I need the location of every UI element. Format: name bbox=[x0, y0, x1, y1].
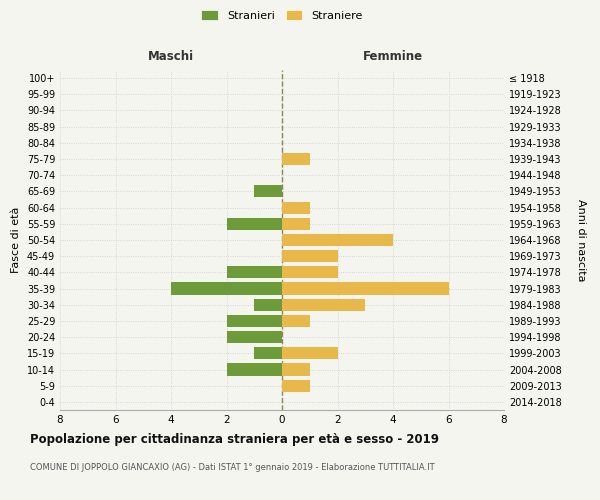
Bar bbox=[254, 348, 282, 360]
Bar bbox=[282, 250, 337, 262]
Bar bbox=[227, 266, 282, 278]
Bar bbox=[282, 202, 310, 213]
Bar bbox=[254, 298, 282, 311]
Bar bbox=[282, 298, 365, 311]
Bar bbox=[171, 282, 282, 294]
Bar bbox=[227, 331, 282, 343]
Bar bbox=[282, 153, 310, 165]
Bar bbox=[282, 315, 310, 327]
Bar bbox=[282, 218, 310, 230]
Bar bbox=[282, 380, 310, 392]
Bar bbox=[282, 348, 337, 360]
Bar bbox=[282, 364, 310, 376]
Bar bbox=[227, 364, 282, 376]
Bar bbox=[254, 186, 282, 198]
Bar bbox=[227, 315, 282, 327]
Text: Popolazione per cittadinanza straniera per età e sesso - 2019: Popolazione per cittadinanza straniera p… bbox=[30, 432, 439, 446]
Bar bbox=[282, 266, 337, 278]
Text: Maschi: Maschi bbox=[148, 50, 194, 62]
Legend: Stranieri, Straniere: Stranieri, Straniere bbox=[197, 6, 367, 25]
Bar bbox=[227, 218, 282, 230]
Y-axis label: Anni di nascita: Anni di nascita bbox=[575, 198, 586, 281]
Text: COMUNE DI JOPPOLO GIANCAXIO (AG) - Dati ISTAT 1° gennaio 2019 - Elaborazione TUT: COMUNE DI JOPPOLO GIANCAXIO (AG) - Dati … bbox=[30, 462, 434, 471]
Bar bbox=[282, 282, 449, 294]
Text: Femmine: Femmine bbox=[363, 50, 423, 62]
Bar bbox=[282, 234, 393, 246]
Y-axis label: Fasce di età: Fasce di età bbox=[11, 207, 21, 273]
